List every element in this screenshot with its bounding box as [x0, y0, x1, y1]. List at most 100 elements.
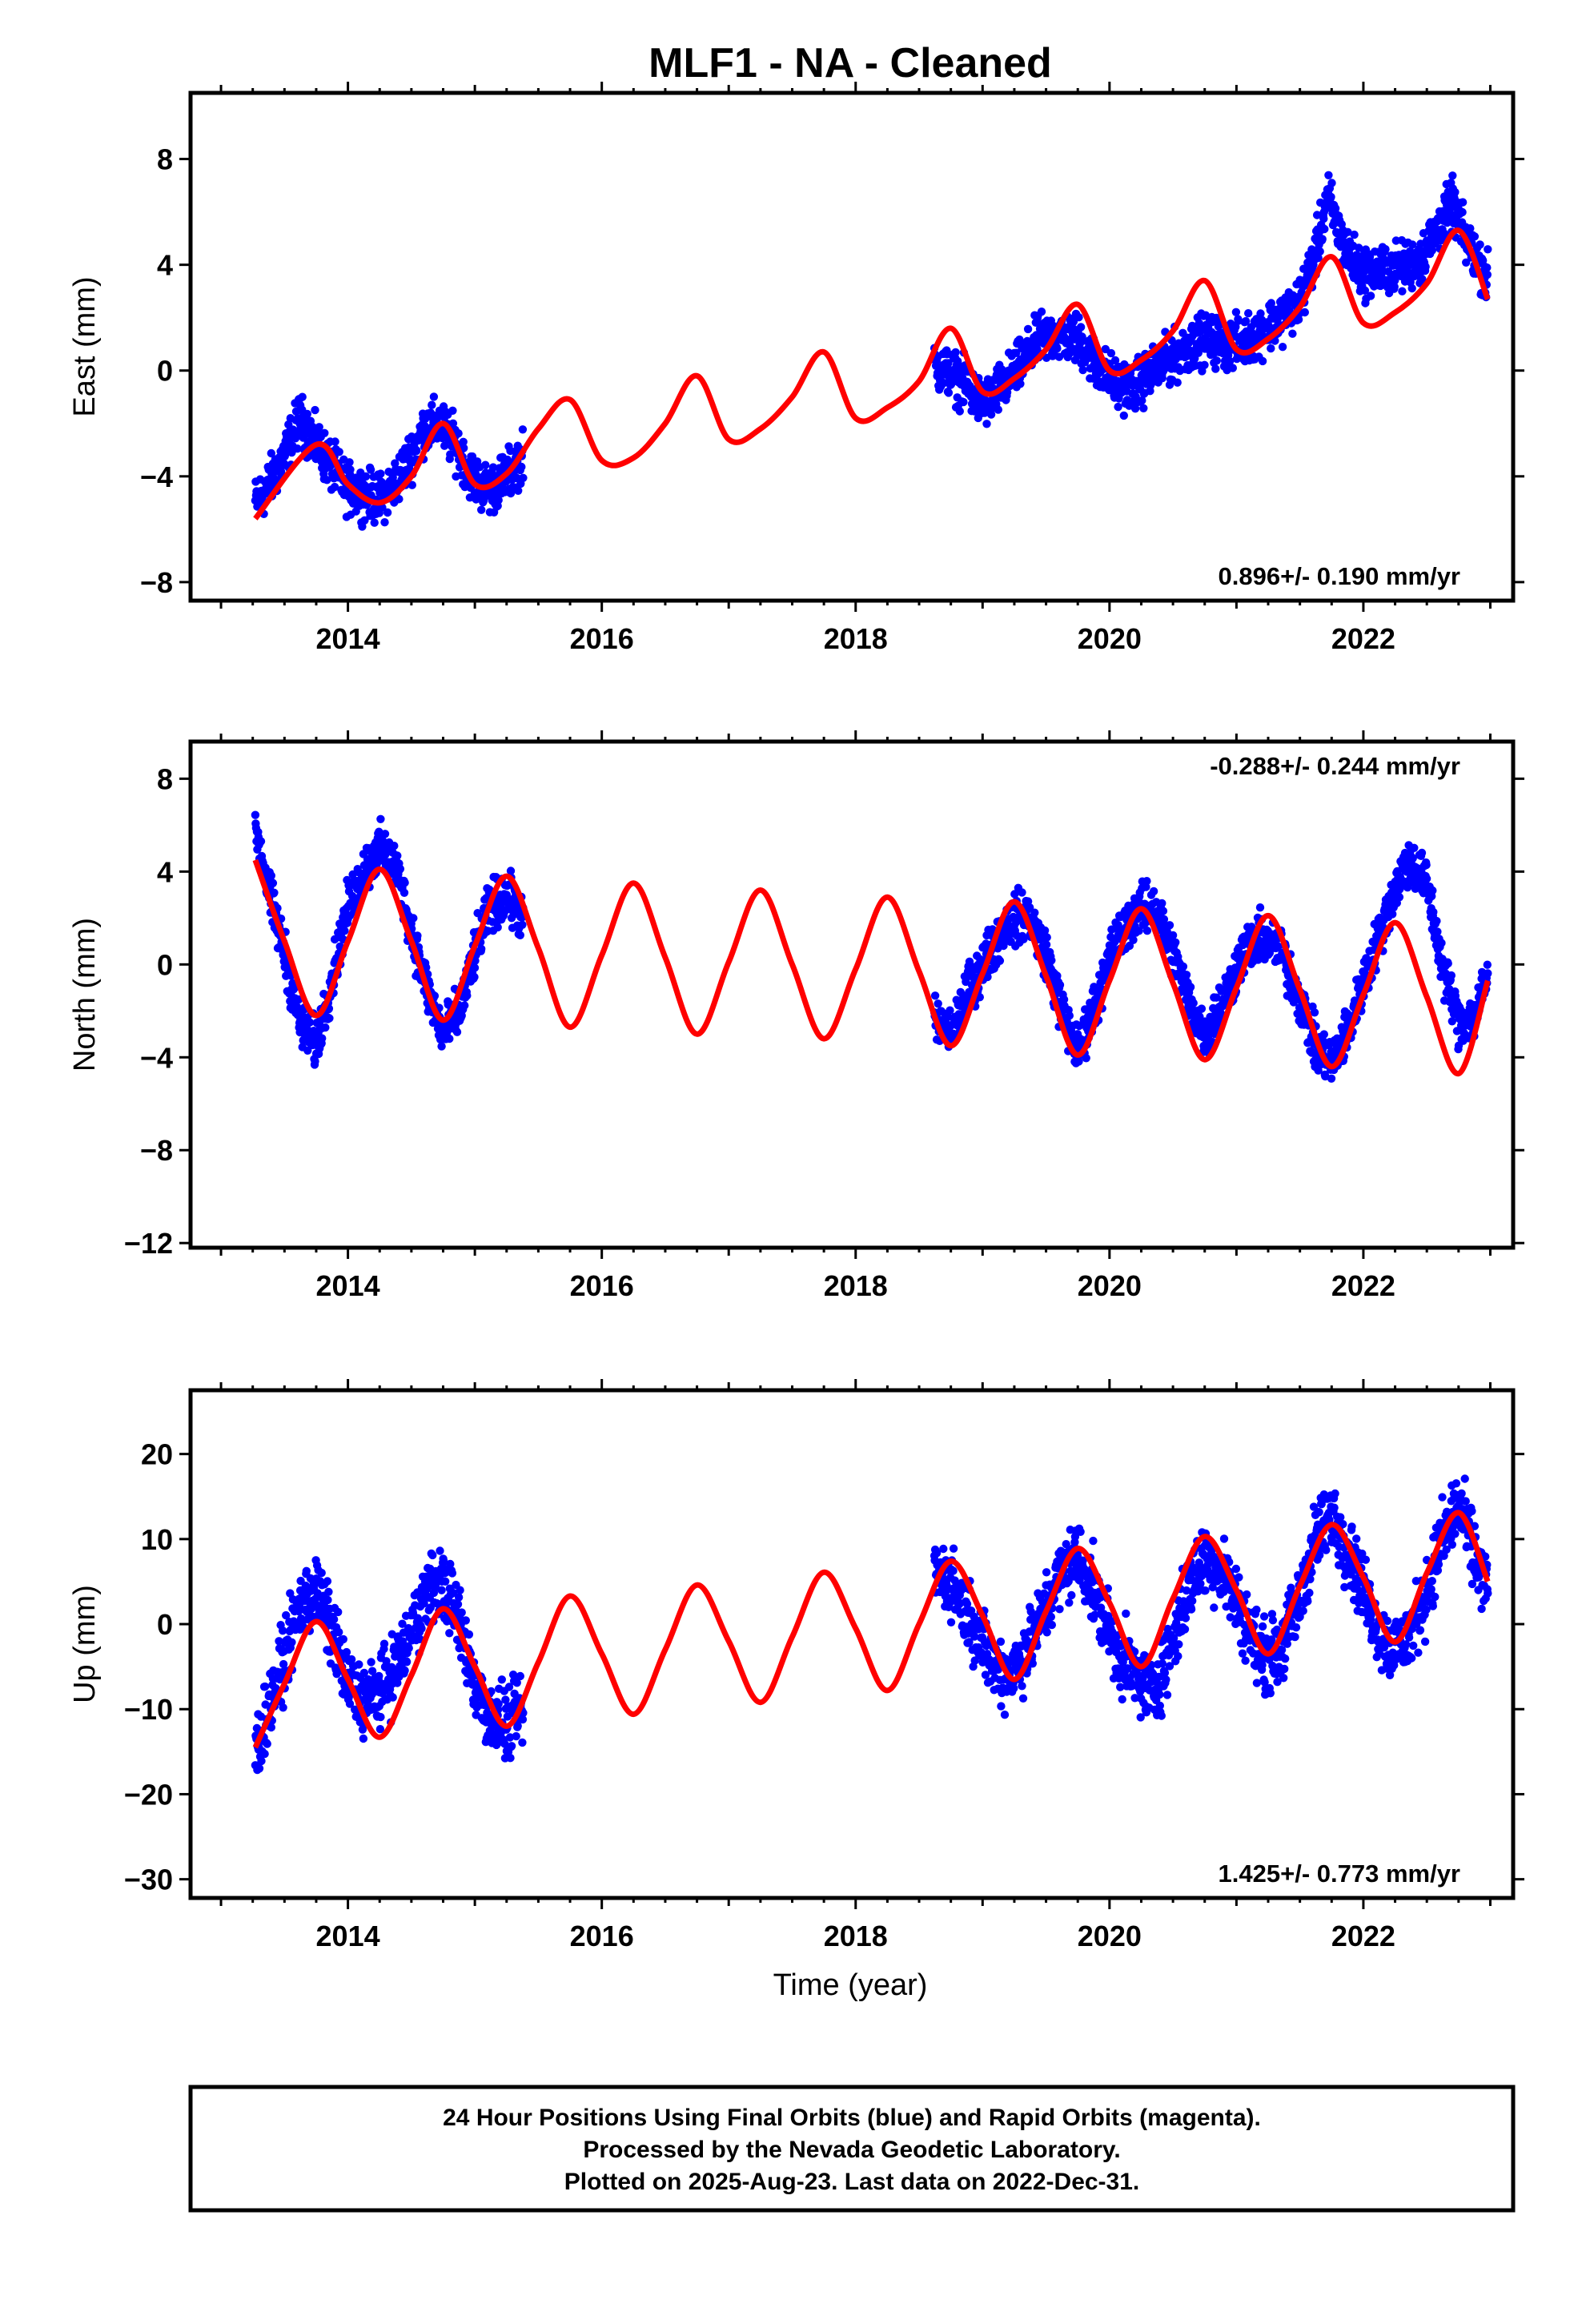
data-point [946, 1618, 956, 1627]
data-point [1418, 275, 1427, 283]
data-point [518, 425, 528, 434]
data-point [1343, 227, 1352, 236]
data-point [375, 1671, 383, 1681]
data-point [1355, 243, 1363, 252]
data-point [459, 437, 468, 446]
data-point [999, 941, 1008, 951]
data-point [318, 1034, 327, 1043]
data-point [278, 1626, 287, 1635]
data-point [1447, 1017, 1457, 1026]
data-point [335, 448, 343, 456]
data-points [251, 810, 1492, 1084]
data-point [448, 406, 457, 415]
data-point [1318, 235, 1327, 243]
data-point [445, 1629, 454, 1638]
data-point [1451, 187, 1460, 197]
data-point [279, 1659, 288, 1669]
data-point [359, 1668, 369, 1678]
data-point [512, 1679, 521, 1687]
data-point [506, 866, 516, 875]
data-point [1433, 927, 1442, 936]
data-point [955, 407, 965, 416]
data-point [437, 1586, 446, 1594]
data-point [1059, 995, 1069, 1004]
data-point [1443, 959, 1452, 968]
data-point [1178, 962, 1188, 971]
data-point [1327, 192, 1335, 202]
data-point [1065, 1011, 1074, 1020]
data-point [1429, 907, 1438, 917]
data-point [1314, 253, 1323, 263]
data-point [1158, 907, 1168, 915]
data-point [345, 458, 354, 467]
data-point [400, 1666, 409, 1675]
data-point [1288, 329, 1297, 338]
data-point [949, 1544, 958, 1553]
data-point [1448, 171, 1457, 180]
data-point [375, 1725, 385, 1734]
data-point [303, 1046, 312, 1055]
data-point [441, 1577, 450, 1586]
model-line [253, 227, 1491, 521]
data-point [1327, 179, 1336, 187]
data-point [330, 482, 339, 492]
data-point [470, 963, 480, 972]
data-point [982, 420, 991, 428]
data-point [417, 1624, 426, 1633]
data-point [1395, 893, 1404, 902]
data-point [1458, 198, 1468, 207]
data-point [480, 496, 488, 505]
data-point [448, 1588, 458, 1598]
data-point [497, 1675, 506, 1684]
data-point [518, 920, 527, 930]
data-point [506, 1754, 515, 1763]
data-point [1171, 938, 1180, 947]
data-point [420, 1599, 428, 1608]
model-line [252, 858, 1491, 1077]
y-tick-label: 4 [157, 249, 173, 282]
data-point [1378, 267, 1387, 275]
data-point [1037, 308, 1046, 316]
data-point [325, 1014, 334, 1023]
data-point [1228, 364, 1238, 372]
data-point [1319, 1030, 1329, 1039]
data-point [1324, 171, 1333, 179]
data-point [263, 1739, 271, 1748]
data-point [1158, 899, 1166, 908]
data-point [376, 814, 385, 823]
data-point [1258, 356, 1267, 366]
data-point [1139, 404, 1148, 412]
data-point [1408, 854, 1417, 863]
data-point [504, 1683, 514, 1691]
rate-annotation: -0.288+/- 0.244 mm/yr [1210, 752, 1460, 780]
data-point [381, 850, 390, 859]
data-point [1319, 214, 1328, 223]
data-point [494, 496, 503, 505]
data-point [402, 1658, 412, 1667]
y-axis-label: North (mm) [68, 918, 102, 1072]
data-point [446, 450, 455, 459]
data-point [367, 1658, 375, 1667]
data-point [1055, 980, 1065, 990]
data-point [1422, 875, 1431, 883]
data-point [1327, 1074, 1336, 1084]
data-point [1470, 232, 1480, 241]
data-point [260, 1682, 270, 1691]
data-point [380, 518, 389, 527]
data-point [321, 1023, 330, 1032]
data-point [454, 429, 463, 438]
data-point [1476, 240, 1484, 249]
y-tick-label: 0 [157, 355, 173, 388]
data-point [315, 423, 323, 432]
data-point [488, 463, 498, 472]
y-tick-label: −8 [140, 566, 173, 599]
data-point [959, 397, 968, 407]
data-point [331, 437, 339, 446]
data-point [1149, 887, 1158, 896]
data-point [311, 405, 319, 415]
data-point [1173, 378, 1182, 387]
data-point [1241, 316, 1251, 326]
data-point [508, 1671, 518, 1679]
data-point [323, 1577, 332, 1586]
